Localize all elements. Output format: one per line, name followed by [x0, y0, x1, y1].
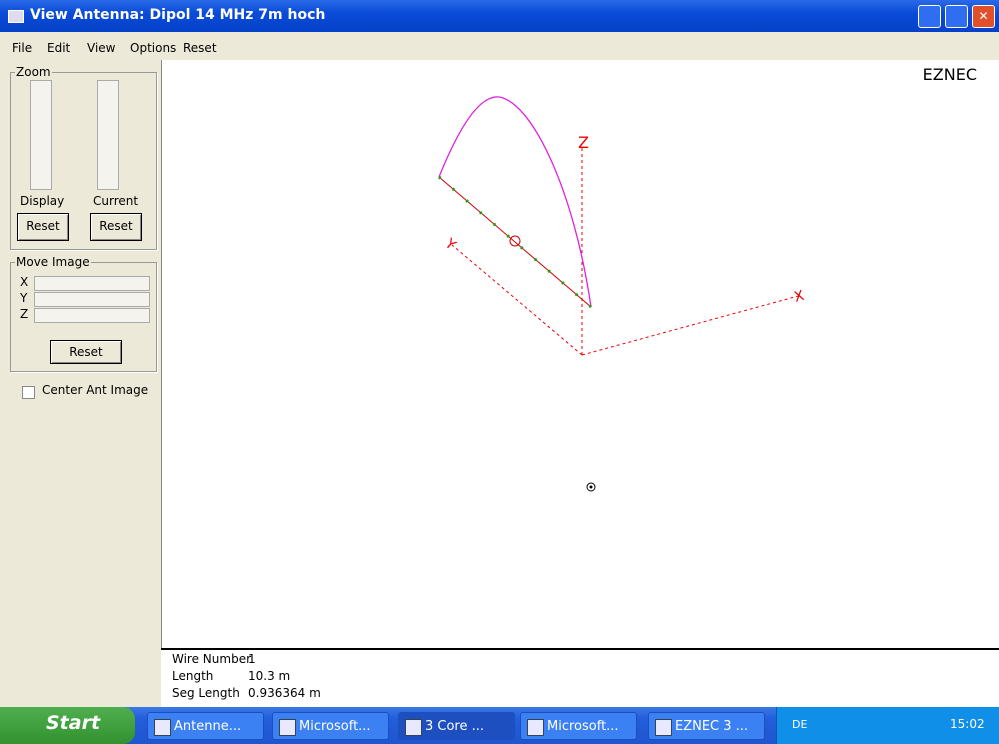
menu-item[interactable]: Edit	[47, 41, 71, 55]
zoom-group: Zoom	[10, 65, 157, 250]
menu-bar: File Edit View Options Reset	[0, 41, 999, 59]
restore-button[interactable]	[945, 5, 968, 28]
scrollbar[interactable]	[34, 308, 150, 323]
task-icon	[279, 719, 296, 736]
reset-button[interactable]: Reset	[90, 213, 142, 241]
y-axis-label: Y	[441, 235, 459, 254]
axes	[451, 148, 803, 356]
checkbox[interactable]	[22, 386, 35, 399]
task-icon	[405, 719, 422, 736]
menu-item[interactable]: File	[12, 41, 33, 55]
label: Display	[20, 194, 65, 208]
reset-button[interactable]: Reset	[50, 340, 122, 364]
task-icon	[527, 719, 544, 736]
move-group: Move Image	[10, 255, 157, 372]
scrollbar[interactable]	[97, 80, 119, 190]
task-button[interactable]: 3 Core ...	[398, 712, 515, 740]
reset-button[interactable]: Reset	[17, 213, 69, 241]
start-label[interactable]: Start	[46, 712, 101, 734]
task-button[interactable]: Microsoft...	[272, 712, 389, 740]
axis-label: Y	[20, 291, 28, 305]
info-label: Length	[172, 669, 214, 683]
x-axis-label: X	[792, 288, 806, 306]
ground-point	[589, 485, 593, 489]
group-title: Move Image	[15, 255, 91, 269]
axis-label: X	[20, 275, 29, 289]
info-label: Wire Number	[172, 652, 252, 666]
task-button[interactable]: EZNEC 3 ...	[648, 712, 765, 740]
current-pattern	[438, 96, 592, 308]
title-bar	[0, 0, 999, 32]
brand: EZNEC	[923, 65, 977, 84]
language[interactable]: DE	[792, 718, 808, 731]
group-title: Zoom	[15, 65, 52, 79]
source	[509, 235, 521, 247]
task-button[interactable]: Microsoft...	[520, 712, 637, 740]
antenna-view: EZNEC Z Y X	[161, 60, 999, 648]
menu-item[interactable]: Options	[130, 41, 177, 55]
wire	[438, 176, 592, 308]
close-button[interactable]: ✕	[972, 5, 995, 28]
window-icon	[8, 10, 24, 23]
start-button[interactable]	[0, 707, 135, 744]
tray	[776, 707, 999, 744]
task-button[interactable]: Antenne...	[147, 712, 264, 740]
menu-item[interactable]: Reset	[183, 41, 217, 55]
info-value: 0.936364 m	[248, 686, 321, 700]
window-title: View Antenna: Dipol 14 MHz 7m hoch	[30, 7, 326, 23]
label: Current	[93, 194, 139, 208]
info-panel	[161, 648, 999, 709]
task-icon	[154, 719, 171, 736]
minimize-button[interactable]	[918, 5, 941, 28]
scrollbar[interactable]	[34, 292, 150, 307]
info-value: 10.3 m	[248, 669, 291, 683]
info-value: 1	[248, 652, 256, 666]
clock: 15:02	[950, 717, 985, 731]
checkbox-label[interactable]: Center Ant Image	[42, 383, 149, 397]
scrollbar[interactable]	[34, 276, 150, 291]
axis-label: Z	[20, 307, 29, 321]
scrollbar[interactable]	[30, 80, 52, 190]
info-label: Seg Length	[172, 686, 240, 700]
menu-item[interactable]: View	[87, 41, 116, 55]
z-axis-label: Z	[578, 133, 589, 152]
ground-point	[586, 482, 596, 492]
task-icon	[655, 719, 672, 736]
